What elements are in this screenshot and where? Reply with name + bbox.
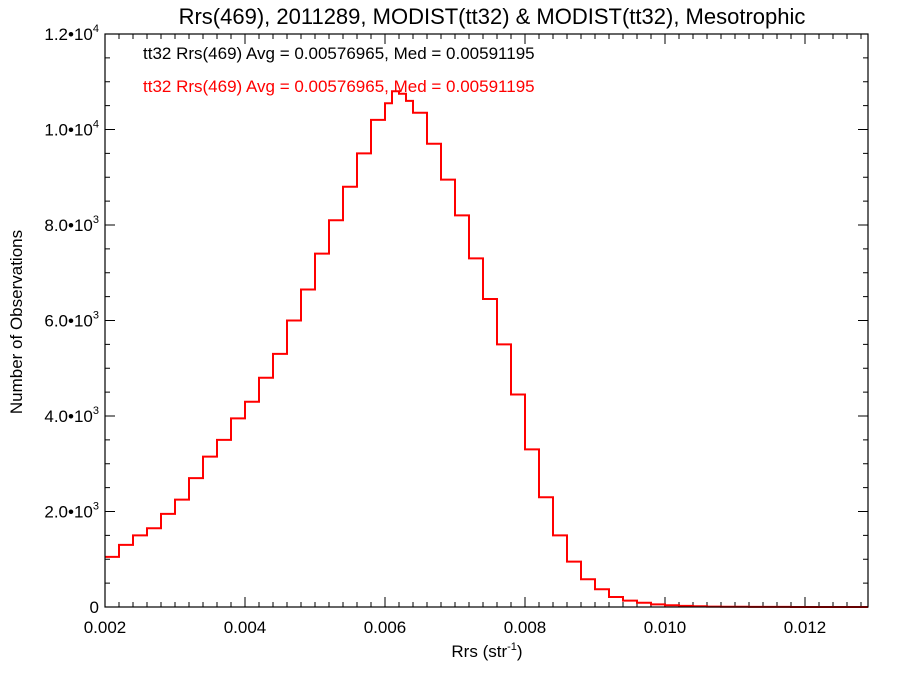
chart-annotation-black: tt32 Rrs(469) Avg = 0.00576965, Med = 0.… [143, 44, 535, 63]
x-tick-label: 0.006 [364, 618, 407, 637]
y-tick-label: 8.0•103 [44, 214, 99, 235]
x-axis-label: Rrs (str-1) [451, 641, 522, 661]
x-tick-label: 0.010 [644, 618, 687, 637]
y-tick-label: 0 [90, 598, 99, 617]
y-tick-label: 1.0•104 [44, 119, 99, 140]
x-axis-label-close: ) [517, 642, 523, 661]
plot-frame [104, 33, 869, 608]
chart-annotation-red: tt32 Rrs(469) Avg = 0.00576965, Med = 0.… [143, 77, 535, 96]
axis-ticks: 0.002 0.004 0.006 0.008 0.010 0.012 0 2.0•103 4.… [44, 23, 868, 637]
y-tick-label: 1.2•104 [44, 23, 99, 44]
x-tick-label: 0.012 [784, 618, 827, 637]
y-tick-label: 6.0•103 [44, 310, 99, 331]
y-tick-label: 4.0•103 [44, 405, 99, 426]
y-axis-label: Number of Observations [7, 230, 26, 414]
x-axis-label-sup: -1 [507, 641, 517, 653]
x-tick-label: 0.008 [504, 618, 547, 637]
y-tick-label: 2.0•103 [44, 501, 99, 522]
x-tick-label: 0.002 [84, 618, 127, 637]
x-axis-label-main: Rrs (str [451, 642, 507, 661]
x-tick-label: 0.004 [224, 618, 267, 637]
series-line [105, 90, 868, 608]
chart-title: Rrs(469), 2011289, MODIST(tt32) & MODIST… [179, 4, 806, 29]
series-layer [105, 90, 868, 608]
